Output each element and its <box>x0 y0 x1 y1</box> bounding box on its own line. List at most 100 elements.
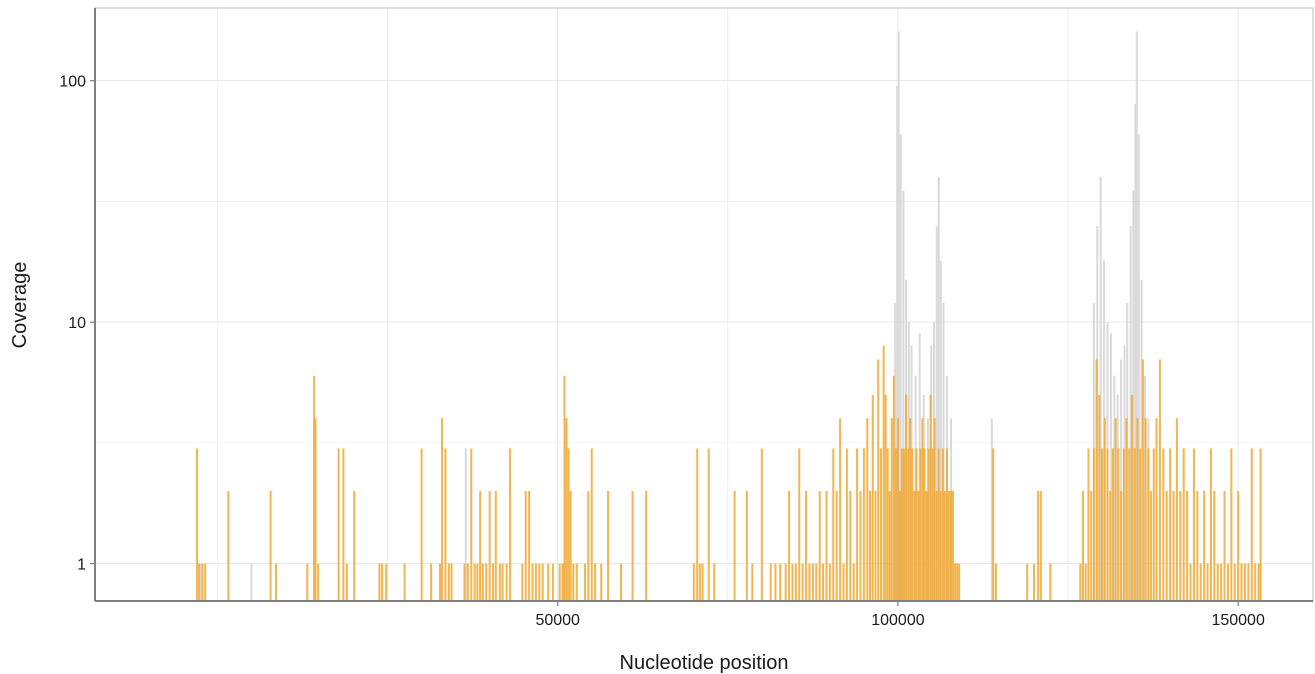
orange-coverage-bar <box>692 563 695 601</box>
orange-coverage-bar <box>1147 448 1150 601</box>
orange-coverage-bar <box>575 563 578 601</box>
orange-coverage-bar <box>925 490 928 601</box>
orange-coverage-bar <box>882 345 885 601</box>
orange-coverage-bar <box>306 563 309 601</box>
orange-coverage-bar <box>473 563 476 601</box>
orange-coverage-bar <box>1216 563 1219 601</box>
orange-coverage-bar <box>1033 563 1036 601</box>
orange-coverage-bar <box>1139 448 1142 601</box>
orange-coverage-bar <box>1169 448 1172 601</box>
orange-coverage-bar <box>481 563 484 601</box>
grey-coverage-bar <box>899 134 902 601</box>
orange-coverage-bar <box>1179 490 1182 601</box>
orange-coverage-bar <box>561 563 564 601</box>
orange-coverage-bar <box>805 490 808 601</box>
orange-coverage-bar <box>196 448 199 601</box>
orange-coverage-bar <box>745 490 748 601</box>
orange-coverage-bar <box>1136 418 1139 601</box>
orange-coverage-bar <box>859 490 862 601</box>
orange-coverage-bar <box>558 563 561 601</box>
orange-coverage-bar <box>587 490 590 601</box>
x-axis-title: Nucleotide position <box>620 652 789 674</box>
y-tick-label: 100 <box>59 74 86 91</box>
orange-coverage-bar <box>1128 448 1131 601</box>
orange-bar-series <box>196 345 1262 601</box>
orange-coverage-bar <box>937 448 940 601</box>
orange-coverage-bar <box>1087 448 1090 601</box>
orange-coverage-bar <box>866 418 869 601</box>
orange-coverage-bar <box>894 448 897 601</box>
orange-coverage-bar <box>1082 490 1085 601</box>
grey-coverage-bar <box>902 190 905 601</box>
orange-coverage-bar <box>1079 563 1082 601</box>
orange-coverage-bar <box>798 448 801 601</box>
orange-coverage-bar <box>1230 448 1233 601</box>
orange-coverage-bar <box>952 490 955 601</box>
orange-coverage-bar <box>1049 563 1052 601</box>
orange-coverage-bar <box>1172 490 1175 601</box>
orange-coverage-bar <box>563 375 566 601</box>
orange-coverage-bar <box>1144 418 1147 601</box>
orange-coverage-bar <box>420 448 423 601</box>
grey-coverage-bar <box>464 448 467 601</box>
orange-coverage-bar <box>524 490 527 601</box>
orange-coverage-bar <box>1039 490 1042 601</box>
orange-coverage-bar <box>492 563 495 601</box>
orange-coverage-bar <box>828 563 831 601</box>
orange-coverage-bar <box>1203 490 1206 601</box>
orange-coverage-bar <box>849 490 852 601</box>
orange-coverage-bar <box>1243 563 1246 601</box>
orange-coverage-bar <box>447 563 450 601</box>
orange-coverage-bar <box>1233 563 1236 601</box>
orange-coverage-bar <box>871 394 874 601</box>
orange-coverage-bar <box>784 563 787 601</box>
orange-coverage-bar <box>888 490 891 601</box>
axis-frame <box>94 7 1314 602</box>
orange-coverage-bar <box>921 418 924 601</box>
orange-coverage-bar <box>825 490 828 601</box>
orange-coverage-bar <box>1152 448 1155 601</box>
orange-coverage-bar <box>994 563 997 601</box>
orange-coverage-bar <box>479 490 482 601</box>
orange-coverage-bar <box>569 490 572 601</box>
orange-coverage-bar <box>896 418 899 601</box>
orange-coverage-bar <box>450 563 453 601</box>
orange-coverage-bar <box>1199 563 1202 601</box>
orange-coverage-bar <box>547 563 550 601</box>
orange-coverage-bar <box>903 448 906 601</box>
orange-coverage-bar <box>939 490 942 601</box>
grid <box>95 8 1313 601</box>
orange-coverage-bar <box>884 394 887 601</box>
y-tick-label: 1 <box>77 557 86 574</box>
x-tick-label: 150000 <box>1211 612 1264 629</box>
orange-coverage-bar <box>430 563 433 601</box>
orange-coverage-bar <box>1196 490 1199 601</box>
orange-coverage-bar <box>1037 490 1040 601</box>
orange-coverage-bar <box>696 448 699 601</box>
orange-coverage-bar <box>1131 394 1133 601</box>
orange-coverage-bar <box>1103 418 1106 601</box>
orange-coverage-bar <box>1226 563 1229 601</box>
grey-coverage-bar <box>1099 176 1102 601</box>
orange-coverage-bar <box>898 490 901 601</box>
orange-coverage-bar <box>779 563 782 601</box>
orange-coverage-bar <box>317 563 320 601</box>
orange-coverage-bar <box>794 563 797 601</box>
orange-coverage-bar <box>1111 448 1114 601</box>
orange-coverage-bar <box>227 490 230 601</box>
orange-coverage-bar <box>947 490 950 601</box>
orange-coverage-bar <box>565 418 568 601</box>
grey-coverage-bar <box>1120 359 1123 601</box>
orange-coverage-bar <box>923 448 926 601</box>
orange-coverage-bar <box>1090 490 1093 601</box>
orange-coverage-bar <box>494 490 497 601</box>
grey-coverage-bar <box>1129 226 1132 601</box>
orange-coverage-bar <box>892 375 895 601</box>
orange-coverage-bar <box>1240 563 1243 601</box>
orange-coverage-bar <box>788 490 791 601</box>
orange-coverage-bar <box>1206 563 1209 601</box>
grey-coverage-bar <box>896 86 899 601</box>
orange-coverage-bar <box>886 448 889 601</box>
orange-coverage-bar <box>929 394 932 601</box>
